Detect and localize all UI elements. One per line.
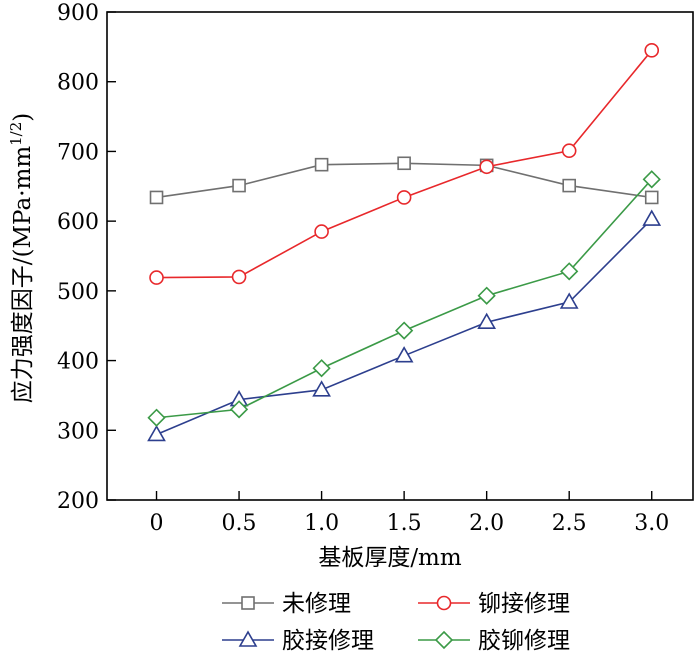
y-axis-title-close: ) — [10, 113, 36, 122]
legend-marker — [241, 596, 255, 610]
plot-frame — [106, 11, 694, 501]
data-point — [396, 190, 412, 205]
x-axis-title: 基板厚度/mm — [318, 545, 462, 571]
data-point — [314, 224, 329, 239]
x-tick-label: 1.0 — [304, 511, 339, 536]
data-point — [642, 209, 662, 226]
x-axis: 0 0.5 1.0 1.5 2.0 2.5 3.0 — [150, 491, 669, 536]
data-point — [147, 408, 166, 427]
x-tick-label: 3.0 — [634, 511, 669, 536]
y-tick-label: 200 — [57, 489, 99, 514]
y-tick-label: 900 — [57, 1, 99, 26]
x-tick-label: 2.0 — [469, 511, 504, 536]
legend-marker — [434, 630, 454, 650]
series-1 — [149, 156, 659, 205]
legend-item: 未修理 — [222, 591, 351, 617]
data-point — [394, 346, 414, 363]
legend-item: 胶接修理 — [222, 628, 374, 652]
y-axis: 200 300 400 500 600 700 800 900 — [57, 1, 116, 514]
x-tick-label: 0 — [150, 511, 164, 536]
data-point — [312, 359, 331, 378]
y-axis-title-sup: 1/2 — [7, 122, 25, 146]
legend-marker — [238, 630, 258, 647]
series-4 — [147, 170, 661, 427]
data-point — [394, 321, 414, 340]
series-2 — [149, 43, 660, 285]
data-point — [314, 157, 329, 172]
legend-label: 未修理 — [282, 591, 351, 617]
legend-marker — [436, 595, 452, 611]
y-tick-label: 800 — [57, 71, 99, 96]
data-point — [149, 190, 164, 205]
y-tick-label: 400 — [57, 350, 99, 375]
x-tick-label: 0.5 — [222, 511, 257, 536]
data-point — [644, 190, 659, 205]
legend-item: 胶铆修理 — [418, 628, 570, 652]
legend-item: 铆接修理 — [418, 591, 570, 617]
data-point — [479, 159, 494, 175]
legend-label: 铆接修理 — [478, 591, 570, 617]
data-point — [477, 286, 496, 305]
series-line — [156, 178, 653, 419]
data-point — [232, 178, 246, 193]
y-tick-label: 700 — [57, 140, 99, 165]
y-tick-label: 300 — [57, 419, 99, 444]
x-tick-label: 1.5 — [387, 511, 422, 536]
data-point — [562, 178, 576, 193]
data-point — [477, 312, 497, 330]
data-point — [561, 143, 577, 159]
data-point — [397, 156, 411, 171]
data-point — [560, 262, 579, 281]
legend-label: 胶接修理 — [282, 628, 374, 652]
data-point — [312, 380, 331, 397]
series-layer — [147, 43, 662, 442]
data-point — [147, 424, 166, 442]
data-point — [229, 400, 249, 419]
data-point — [231, 269, 247, 285]
x-tick-label: 2.5 — [552, 511, 587, 536]
data-point — [559, 292, 579, 309]
legend-label: 胶铆修理 — [478, 628, 570, 652]
data-point — [149, 270, 164, 285]
y-tick-label: 500 — [57, 280, 99, 305]
plot-border — [106, 11, 694, 501]
data-point — [644, 43, 660, 58]
y-tick-label: 600 — [57, 210, 99, 235]
data-point — [642, 170, 661, 189]
y-axis-title: 应力强度因子/(MPa·mm1/2) — [7, 113, 36, 403]
y-axis-title-main: 应力强度因子/(MPa·mm — [10, 146, 36, 404]
